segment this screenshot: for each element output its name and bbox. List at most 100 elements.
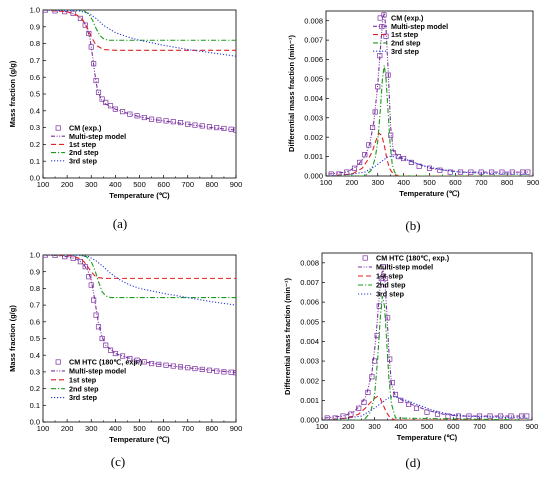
data-point-marker: [357, 159, 363, 165]
data-point-marker: [392, 391, 399, 398]
y-tick-label: 0.3: [30, 123, 40, 132]
series-line: [43, 10, 236, 57]
y-tick-label: 0.005: [304, 75, 323, 84]
series-line: [324, 395, 527, 420]
legend-label: 3rd step: [69, 393, 98, 402]
data-point-marker: [107, 103, 114, 109]
x-tick-label: 400: [109, 180, 122, 189]
series-line: [324, 395, 527, 420]
data-point-marker: [93, 78, 99, 84]
x-tick-label: 500: [421, 422, 434, 431]
data-point-marker: [120, 353, 126, 359]
x-axis-label: Temperature (℃): [397, 433, 458, 442]
x-tick-label: 800: [499, 422, 512, 431]
data-point-marker: [141, 114, 147, 121]
series-5: [324, 395, 527, 420]
y-tick-label: 0.5: [30, 90, 40, 99]
legend-label: 3rd step: [69, 156, 98, 165]
data-point-marker: [170, 119, 176, 125]
data-point-marker: [389, 380, 395, 386]
series-line: [328, 132, 528, 176]
data-point-marker: [434, 411, 441, 417]
data-point-marker: [99, 335, 105, 342]
data-point-marker: [447, 169, 453, 175]
series-1: [328, 12, 531, 176]
data-point-marker: [163, 118, 169, 124]
legend-label: 3rd step: [376, 290, 405, 299]
x-tick-label: 600: [447, 422, 460, 431]
legend-label: 1st step: [69, 140, 97, 149]
legend-label: Multi-step model: [69, 367, 126, 376]
x-tick-label: 300: [368, 422, 381, 431]
legend-label: CM (exp.): [391, 14, 424, 23]
series-3: [324, 395, 527, 420]
data-point-marker: [455, 413, 462, 419]
legend-label: Multi-step model: [391, 22, 448, 31]
data-point-marker: [99, 96, 105, 102]
y-tick-label: 0.001: [300, 396, 319, 405]
data-point-marker: [134, 357, 140, 363]
panel-label: (d): [405, 455, 420, 470]
series-3: [43, 10, 236, 51]
series-2: [43, 255, 236, 373]
series-line: [328, 156, 528, 176]
x-tick-label: 700: [473, 422, 486, 431]
x-tick-label: 500: [133, 424, 146, 433]
x-tick-label: 700: [475, 178, 488, 187]
series-2: [328, 12, 528, 175]
chart-panel-4: 100 200 300 400 500 600 700 800 900 0.000 0.001 0.0…: [283, 252, 538, 470]
x-tick-label: 900: [230, 424, 243, 433]
x-tick-label: 100: [316, 422, 329, 431]
y-axis-label: Differential mass fraction (min⁻¹): [287, 35, 296, 152]
chart-panel-2: 100 200 300 400 500 600 700 800 900 0.000 0.001 0.0…: [287, 10, 539, 233]
y-tick-label: 0.004: [304, 94, 323, 103]
y-tick-label: 0.9: [30, 267, 40, 276]
series-line: [43, 10, 236, 51]
data-point-marker: [86, 30, 92, 37]
y-tick-label: 0.8: [30, 284, 40, 293]
data-point-marker: [95, 89, 102, 95]
legend-marker: [377, 15, 383, 21]
data-point-marker: [112, 106, 118, 112]
data-point-marker: [91, 297, 97, 303]
plot-frame: [325, 10, 534, 177]
series-4: [43, 10, 236, 41]
data-point-marker: [371, 358, 378, 364]
chart-panel-1: 100 200 300 400 500 600 700 800 900 0.0 0.1 0.2 0.3 0…: [8, 6, 242, 231]
data-point-marker: [525, 169, 531, 175]
data-point-marker: [509, 169, 515, 175]
y-tick-label: 1.0: [30, 251, 40, 260]
series-line: [43, 10, 236, 41]
data-point-marker: [388, 132, 394, 138]
y-tick-label: 0.1: [30, 157, 40, 166]
x-tick-label: 500: [423, 178, 436, 187]
legend-marker: [55, 125, 61, 131]
data-point-marker: [221, 369, 227, 375]
panel-label: (b): [405, 218, 420, 233]
y-tick-label: 0.0: [30, 174, 40, 183]
x-tick-label: 600: [157, 180, 170, 189]
series-4: [324, 296, 527, 420]
data-point-marker: [149, 361, 155, 367]
series-1: [324, 264, 530, 420]
y-tick-label: 0.6: [30, 73, 40, 82]
data-point-marker: [361, 399, 367, 405]
y-tick-label: 1.0: [30, 6, 40, 15]
series-4: [43, 255, 236, 299]
data-point-marker: [351, 165, 358, 171]
y-tick-label: 0.0: [30, 418, 40, 427]
y-tick-label: 0.008: [304, 16, 323, 25]
legend-label: CM HTC (180℃, exp.): [69, 358, 143, 367]
x-tick-label: 400: [394, 422, 407, 431]
data-point-marker: [366, 142, 372, 148]
data-point-marker: [356, 405, 362, 411]
y-tick-label: 0.004: [300, 337, 319, 346]
series-5: [43, 255, 236, 306]
x-tick-label: 900: [230, 180, 243, 189]
x-tick-label: 200: [61, 424, 74, 433]
